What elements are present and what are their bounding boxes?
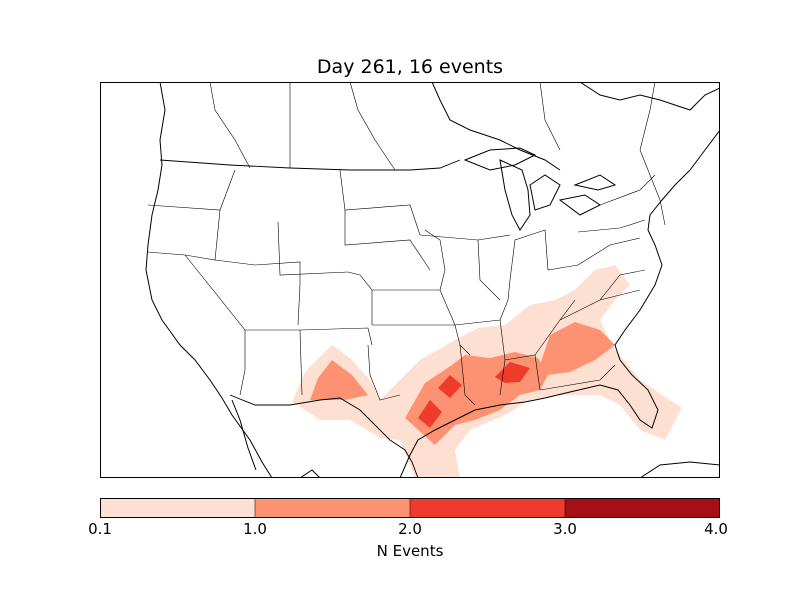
colorbar-bin-1	[255, 498, 410, 518]
colorbar-tick-3: 3.0	[553, 520, 577, 538]
country-borders	[159, 159, 461, 478]
state-borders	[147, 82, 666, 406]
colorbar-tick-0: 0.1	[88, 520, 112, 538]
colorbar-bin-2	[410, 498, 565, 518]
colorbar	[100, 498, 720, 518]
event-density-map	[100, 82, 720, 478]
colorbar-tick-2: 2.0	[398, 520, 422, 538]
colorbar-frame	[100, 498, 720, 518]
map-title: Day 261, 16 events	[316, 56, 504, 78]
colorbar-bin-3	[565, 498, 720, 518]
colorbar-tick-4: 4.0	[704, 520, 728, 538]
colorbar-bin-0	[100, 498, 255, 518]
colorbar-label: N Events	[376, 542, 444, 560]
density-level-2-0	[418, 362, 530, 428]
colorbar-tick-1: 1.0	[243, 520, 267, 538]
